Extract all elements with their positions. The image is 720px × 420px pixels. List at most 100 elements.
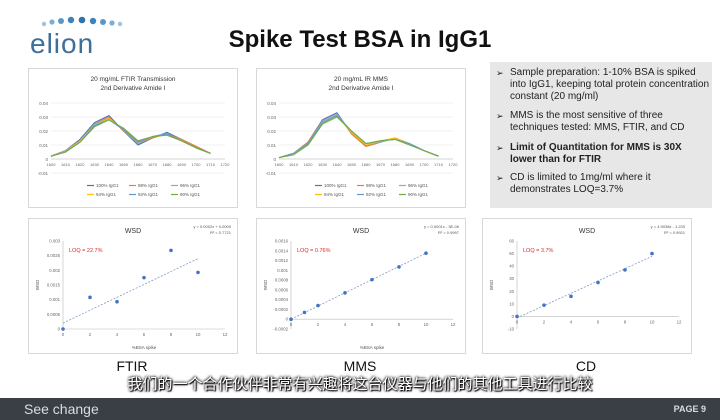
chart-subtitle: 2nd Derivative Amide I xyxy=(100,85,165,92)
chart-title: WSD xyxy=(353,228,369,235)
x-tick-label: 8 xyxy=(170,332,173,337)
loq-label: LOQ = 0.76% xyxy=(297,248,331,254)
legend-label: 92% IgG1 xyxy=(366,192,387,197)
trendline xyxy=(290,252,427,320)
y-tick-label: 0.0002 xyxy=(275,307,289,312)
x-tick-label: 1650 xyxy=(119,162,129,167)
data-point xyxy=(569,294,573,299)
x-tick-label: 1640 xyxy=(333,162,343,167)
data-point xyxy=(196,270,200,275)
bullet-panel: ➢ Sample preparation: 1-10% BSA is spike… xyxy=(490,62,712,208)
series-line xyxy=(278,113,439,159)
y-tick-label: 0.01 xyxy=(267,143,276,148)
data-point xyxy=(61,327,65,331)
x-tick-label: 1630 xyxy=(318,162,328,167)
chart-title: 20 mg/mL FTIR Transmission xyxy=(90,76,175,83)
y-tick-label: 0.0025 xyxy=(47,253,61,258)
legend-label: 98% IgG1 xyxy=(366,183,387,188)
y-tick-label: 0.0016 xyxy=(275,239,289,244)
data-point xyxy=(596,280,600,285)
bullet-text: Limit of Quantitation for MMS is 30X low… xyxy=(510,142,682,165)
y-tick-label: 0.0008 xyxy=(275,278,289,283)
x-tick-label: 1720 xyxy=(449,162,459,167)
x-tick-label: 1610 xyxy=(289,162,299,167)
bullet-text: Sample preparation: 1-10% BSA is spiked … xyxy=(510,67,710,102)
x-tick-label: 1690 xyxy=(405,162,415,167)
ftir-wsd-chart: WSD y = 0.0002x + 0.0009 R² = 0.7721 0.003 0… xyxy=(28,218,238,354)
video-subtitle: 我们的一个合作伙伴非常有兴趣将这台仪器与他们的其他工具进行比较 xyxy=(127,375,593,393)
y-tick-label: 0.001 xyxy=(49,297,60,302)
y-tick-label: 0.04 xyxy=(267,101,276,106)
data-point xyxy=(370,277,374,282)
y-tick-label: 0.002 xyxy=(49,268,60,273)
x-tick-label: 4 xyxy=(116,332,119,337)
x-tick-label: 1710 xyxy=(206,162,216,167)
mms-spectrum-chart: 20 mg/mL IR MMS 2nd Derivative Amide I 0.0… xyxy=(256,68,466,208)
y-axis-label: WSD xyxy=(489,279,494,290)
legend-label: 90% IgG1 xyxy=(180,192,201,197)
bullet-text: MMS is the most sensitive of three techn… xyxy=(510,110,685,133)
footer-tagline: See change xyxy=(24,401,99,417)
y-tick-label: -10 xyxy=(508,327,515,332)
logo-text: elion xyxy=(30,28,95,59)
x-tick-label: 1680 xyxy=(163,162,173,167)
x-tick-label: 1600 xyxy=(275,162,285,167)
legend-label: 100% IgG1 xyxy=(96,183,119,188)
data-point xyxy=(142,275,146,280)
y-tick-label: 0.0012 xyxy=(275,258,289,263)
x-tick-label: 1650 xyxy=(347,162,357,167)
x-tick-label: 1680 xyxy=(391,162,401,167)
x-tick-label: 1700 xyxy=(192,162,202,167)
series-line xyxy=(50,119,211,157)
y-tick-label: -0.01 xyxy=(266,171,277,176)
arrow-bullet-icon: ➢ xyxy=(496,111,504,121)
trend-equation: y = 4.9038x - 1.233 xyxy=(651,224,686,229)
data-point xyxy=(316,303,320,308)
y-tick-label: 0.0015 xyxy=(47,283,61,288)
x-tick-label: 10 xyxy=(196,332,201,337)
y-tick-label: 50 xyxy=(509,251,514,256)
ftir-spectrum-svg: 20 mg/mL FTIR Transmission 2nd Derivative… xyxy=(38,76,231,197)
x-tick-label: 6 xyxy=(371,322,374,327)
footer-bar: See change PAGE 9 xyxy=(0,398,720,420)
mms-spectrum-svg: 20 mg/mL IR MMS 2nd Derivative Amide I 0.0… xyxy=(266,76,459,197)
y-tick-label: 0.003 xyxy=(49,239,60,244)
data-point xyxy=(424,251,428,256)
x-tick-label: 12 xyxy=(451,322,456,327)
trend-r2: R² = 0.9997 xyxy=(438,230,460,235)
x-tick-label: 1630 xyxy=(90,162,100,167)
x-tick-label: 1720 xyxy=(221,162,231,167)
x-tick-label: 2 xyxy=(89,332,92,337)
x-tick-label: 1660 xyxy=(362,162,372,167)
data-point xyxy=(515,314,519,319)
y-tick-label: 0.02 xyxy=(267,129,276,134)
ftir-spectrum-chart: 20 mg/mL FTIR Transmission 2nd Derivative… xyxy=(28,68,238,208)
y-tick-label: 0.01 xyxy=(39,143,48,148)
y-tick-label: 0.0005 xyxy=(47,312,61,317)
y-tick-label: 0.0014 xyxy=(275,248,289,253)
data-point xyxy=(289,317,293,322)
series-line xyxy=(50,117,211,157)
trend-equation: y = 0.0001x - 3E-06 xyxy=(424,224,460,229)
chart-title: WSD xyxy=(125,228,141,235)
y-tick-label: 40 xyxy=(509,264,514,269)
data-point xyxy=(88,295,92,300)
series-line xyxy=(278,116,439,159)
legend-label: 96% IgG1 xyxy=(408,183,429,188)
x-tick-label: 0 xyxy=(290,322,293,327)
y-tick-label: 0.02 xyxy=(39,129,48,134)
legend-label: 90% IgG1 xyxy=(408,192,429,197)
bullet-text: CD is limited to 1mg/ml where it demonst… xyxy=(510,172,651,195)
trend-r2: R² = 0.7721 xyxy=(210,230,232,235)
x-axis-label: %BSA spike xyxy=(132,345,157,350)
trend-r2: R² = 0.9921 xyxy=(664,230,686,235)
y-axis-label: WSD xyxy=(35,279,40,290)
x-tick-label: 6 xyxy=(597,319,600,324)
cd-label: CD xyxy=(575,358,597,374)
x-tick-label: 1690 xyxy=(177,162,187,167)
x-tick-label: 2 xyxy=(317,322,320,327)
legend-label: 100% IgG1 xyxy=(324,183,347,188)
